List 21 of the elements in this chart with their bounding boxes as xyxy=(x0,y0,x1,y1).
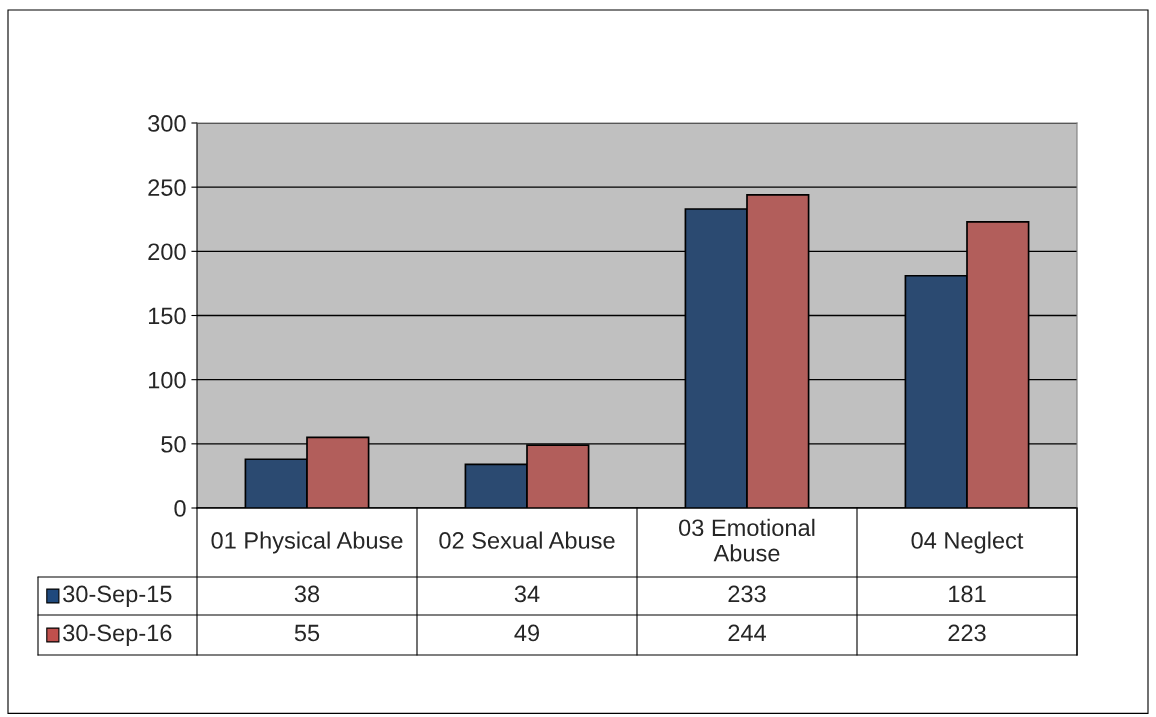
x-tick-label: 04 Neglect xyxy=(911,531,1024,554)
data-label: 38 xyxy=(294,585,320,603)
data-label: 223 xyxy=(948,624,986,642)
x-tick-label: 03 Emotional Abuse xyxy=(679,518,815,562)
y-tick-label: 100 xyxy=(148,371,186,389)
y-tick-label: 150 xyxy=(148,307,186,325)
data-label: 49 xyxy=(514,624,540,642)
x-tick-label: 02 Sexual Abuse xyxy=(439,531,615,549)
y-tick-label: 200 xyxy=(148,243,186,261)
y-tick-label: 0 xyxy=(174,500,186,517)
data-label: 233 xyxy=(728,585,766,603)
y-tick-label: 250 xyxy=(148,179,186,196)
data-label: 181 xyxy=(949,585,986,603)
y-tick-label: 300 xyxy=(148,115,186,132)
legend-label: 30-Sep-16 xyxy=(63,624,172,647)
y-tick-label: 50 xyxy=(161,435,186,453)
x-tick-label: 01 Physical Abuse xyxy=(211,531,403,554)
data-label: 244 xyxy=(728,624,767,642)
legend-label: 30-Sep-15 xyxy=(63,585,172,608)
data-label: 55 xyxy=(294,624,320,642)
data-label: 34 xyxy=(514,585,540,603)
